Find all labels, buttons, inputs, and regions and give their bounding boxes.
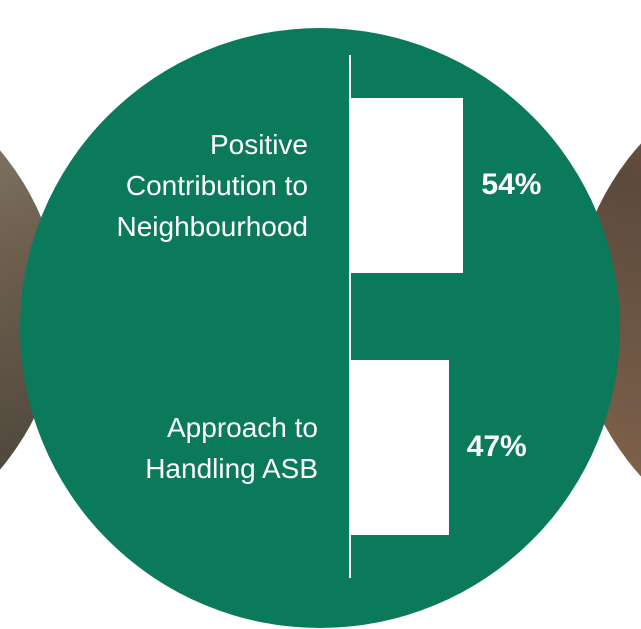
value-label: 54% xyxy=(481,167,542,201)
value-label: 47% xyxy=(466,429,527,463)
bar xyxy=(350,360,449,535)
axis-line xyxy=(349,55,351,578)
category-label: Approach to Handling ASB xyxy=(145,411,318,484)
background-circle xyxy=(20,28,620,628)
bar xyxy=(350,98,464,273)
category-label: Positive Contribution to Neighbourhood xyxy=(116,129,309,242)
